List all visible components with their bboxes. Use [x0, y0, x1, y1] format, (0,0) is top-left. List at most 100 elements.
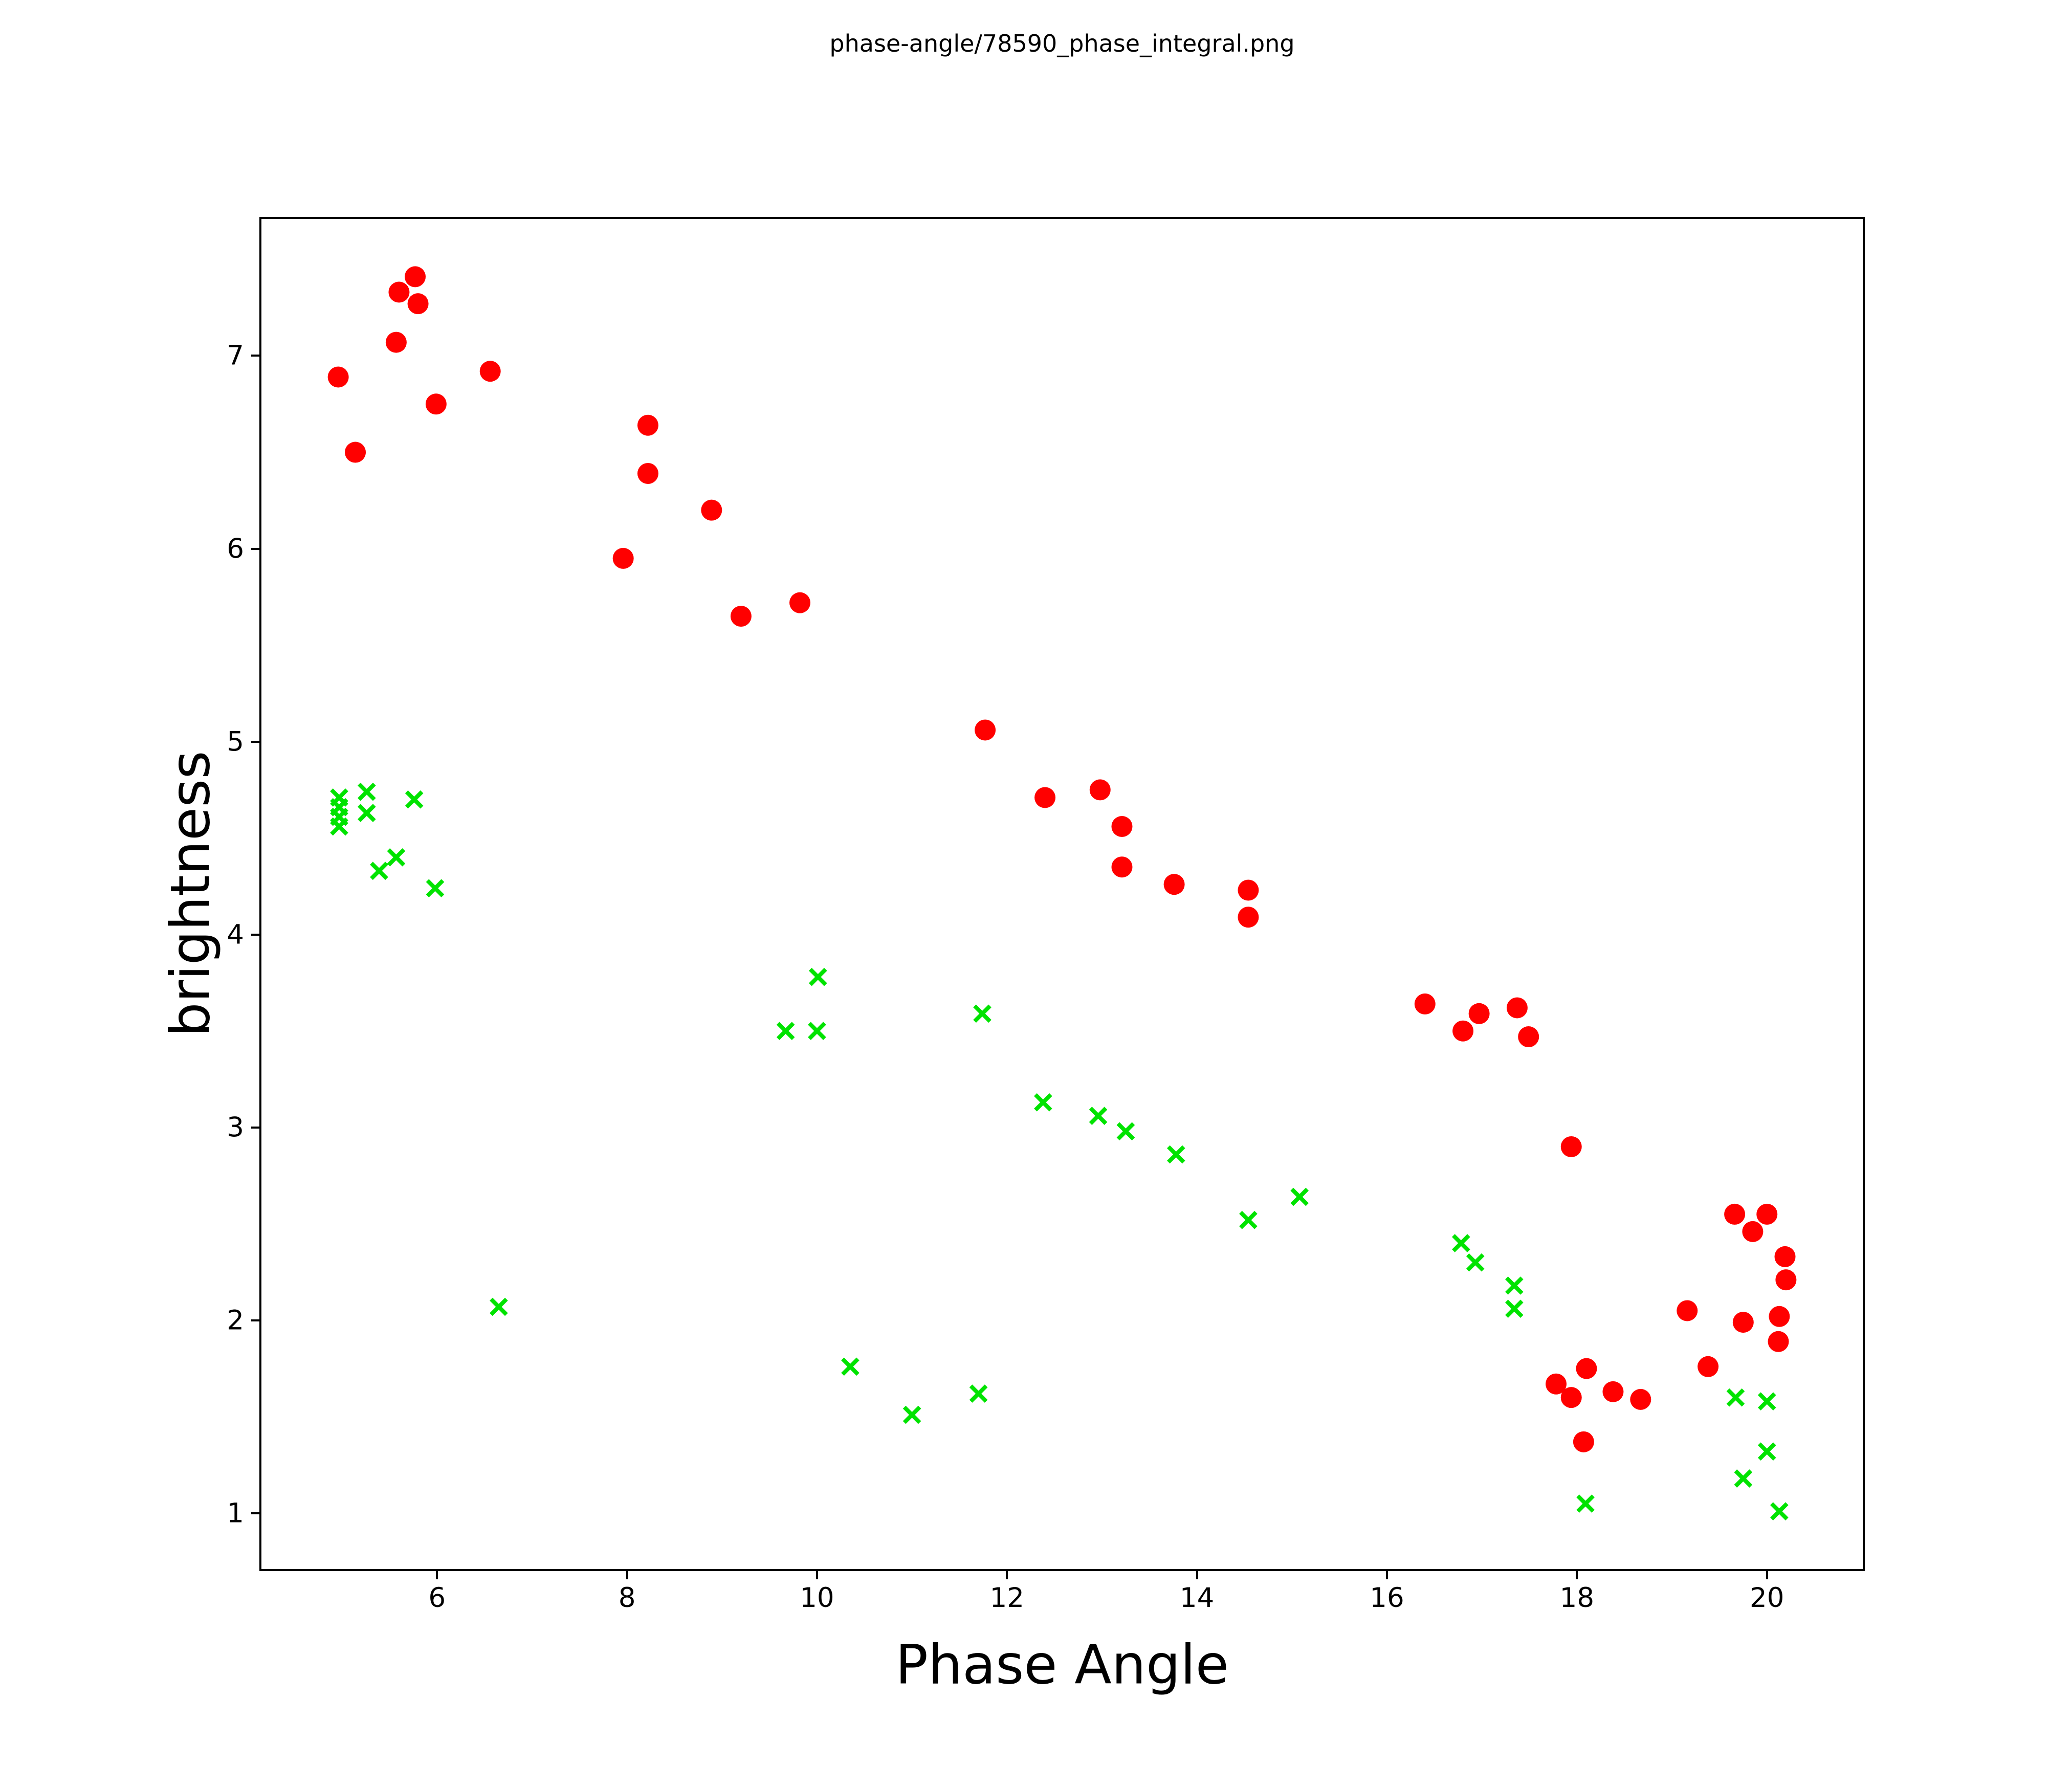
x-tick-label: 14	[1179, 1582, 1215, 1614]
green-x-marker	[808, 1022, 826, 1041]
green-x-marker	[1576, 1494, 1595, 1513]
green-x-marker	[490, 1297, 508, 1316]
red-circle-marker	[425, 393, 447, 415]
green-x-marker	[405, 790, 424, 809]
red-circle-marker	[1506, 997, 1528, 1019]
green-x-marker	[1757, 1442, 1776, 1461]
y-tick	[251, 1126, 259, 1129]
y-tick-label: 6	[227, 533, 244, 565]
green-x-marker	[1452, 1234, 1470, 1252]
green-x-marker	[1290, 1187, 1309, 1206]
green-x-marker	[1757, 1392, 1776, 1411]
red-circle-marker	[1560, 1136, 1582, 1157]
x-tick	[1386, 1571, 1388, 1579]
red-circle-marker	[789, 592, 811, 613]
y-tick-label: 5	[227, 726, 244, 758]
x-tick-label: 10	[800, 1582, 834, 1614]
green-x-marker	[1089, 1107, 1108, 1125]
red-circle-marker	[1163, 874, 1185, 895]
x-tick	[1006, 1571, 1008, 1579]
y-tick	[251, 547, 259, 550]
y-tick-label: 2	[227, 1305, 244, 1336]
green-x-marker	[1505, 1299, 1524, 1318]
x-tick	[626, 1571, 628, 1579]
red-circle-marker	[1034, 787, 1056, 808]
x-tick-label: 6	[428, 1582, 446, 1614]
red-circle-marker	[1468, 1003, 1490, 1024]
chart-title: phase-angle/78590_phase_integral.png	[829, 30, 1295, 57]
red-circle-marker	[1111, 856, 1133, 878]
green-x-marker	[902, 1405, 921, 1424]
y-tick	[251, 1319, 259, 1321]
green-x-marker	[1166, 1145, 1185, 1164]
red-circle-marker	[1452, 1020, 1474, 1042]
x-tick-label: 20	[1750, 1582, 1784, 1614]
green-x-marker	[330, 817, 348, 836]
y-tick	[251, 355, 259, 357]
red-circle-marker	[1742, 1221, 1764, 1242]
y-axis-label: brightness	[159, 751, 222, 1037]
red-circle-marker	[1602, 1381, 1624, 1402]
red-circle-marker	[1774, 1246, 1796, 1267]
green-x-marker	[1034, 1093, 1052, 1112]
green-x-marker	[841, 1357, 859, 1376]
y-tick-label: 3	[227, 1112, 244, 1143]
y-tick	[251, 933, 259, 936]
y-tick	[251, 740, 259, 743]
green-x-marker	[387, 848, 406, 867]
red-circle-marker	[1238, 879, 1259, 901]
red-circle-marker	[1089, 779, 1111, 801]
red-circle-marker	[407, 293, 429, 315]
red-circle-marker	[405, 266, 426, 288]
x-axis-label: Phase Angle	[895, 1633, 1229, 1696]
green-x-marker	[426, 879, 445, 898]
red-circle-marker	[1576, 1358, 1597, 1379]
y-tick-label: 1	[227, 1497, 244, 1529]
y-tick-label: 4	[227, 919, 244, 951]
green-x-marker	[1505, 1276, 1524, 1295]
green-x-marker	[357, 782, 376, 801]
scatter-canvas	[259, 217, 1865, 1571]
x-tick-label: 8	[618, 1582, 636, 1614]
red-circle-marker	[1724, 1203, 1746, 1225]
green-x-marker	[1770, 1502, 1789, 1520]
red-circle-marker	[388, 281, 410, 303]
x-tick-label: 18	[1559, 1582, 1595, 1614]
red-circle-marker	[1560, 1387, 1582, 1408]
red-circle-marker	[975, 719, 996, 741]
green-x-marker	[1239, 1210, 1258, 1229]
red-circle-marker	[1769, 1306, 1790, 1327]
x-tick	[1196, 1571, 1198, 1579]
red-circle-marker	[637, 414, 658, 436]
red-circle-marker	[1732, 1312, 1754, 1333]
red-circle-marker	[327, 366, 349, 388]
green-x-marker	[1466, 1253, 1485, 1272]
red-circle-marker	[1414, 993, 1436, 1014]
x-tick	[436, 1571, 438, 1579]
green-x-marker	[1734, 1469, 1753, 1488]
green-x-marker	[1726, 1388, 1745, 1407]
y-tick	[251, 1512, 259, 1514]
red-circle-marker	[637, 462, 658, 484]
red-circle-marker	[612, 547, 634, 569]
red-circle-marker	[730, 606, 752, 627]
green-x-marker	[969, 1384, 988, 1403]
red-circle-marker	[1768, 1331, 1789, 1352]
x-tick	[1766, 1571, 1768, 1579]
x-tick	[1576, 1571, 1578, 1579]
x-tick-label: 16	[1370, 1582, 1404, 1614]
red-circle-marker	[1677, 1300, 1698, 1321]
red-circle-marker	[1238, 907, 1259, 928]
red-circle-marker	[1756, 1203, 1778, 1225]
green-x-marker	[357, 804, 376, 822]
red-circle-marker	[1111, 816, 1133, 837]
red-circle-marker	[1630, 1388, 1651, 1410]
green-x-marker	[776, 1022, 795, 1041]
red-circle-marker	[1573, 1431, 1594, 1452]
green-x-marker	[370, 862, 388, 880]
x-tick-label: 12	[989, 1582, 1025, 1614]
red-circle-marker	[1518, 1026, 1539, 1048]
red-circle-marker	[701, 499, 722, 521]
y-tick-label: 7	[227, 340, 244, 371]
